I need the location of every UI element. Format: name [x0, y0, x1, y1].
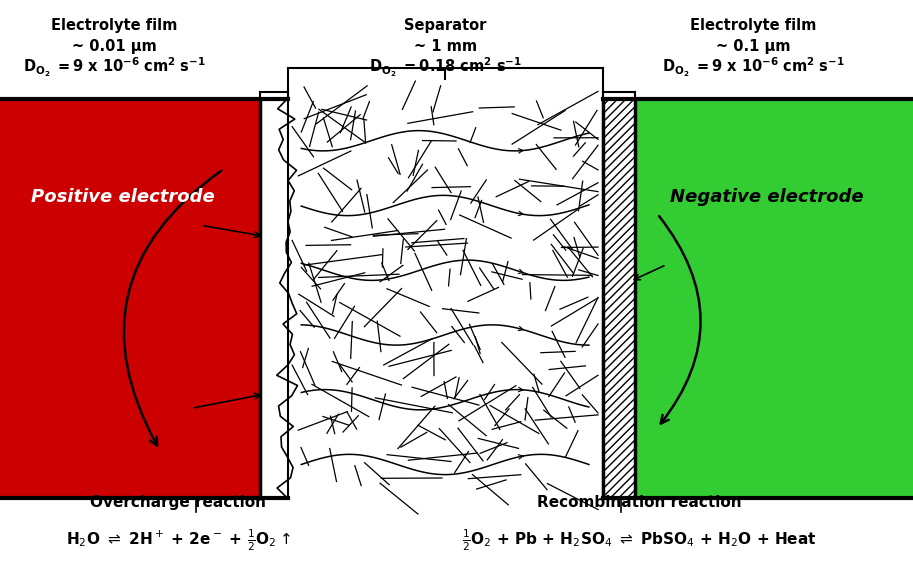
- Bar: [635, 99, 913, 498]
- FancyArrowPatch shape: [124, 171, 222, 445]
- Text: Separator: Separator: [404, 18, 487, 33]
- Text: Negative electrode: Negative electrode: [670, 188, 864, 206]
- Bar: [288, 99, 603, 498]
- Bar: [0, 99, 260, 498]
- Text: $\mathbf{D_{O_2}}$ $\mathbf{= 0.18\ cm^2\ s^{-1}}$: $\mathbf{D_{O_2}}$ $\mathbf{= 0.18\ cm^2…: [369, 56, 522, 79]
- Text: $\mathbf{D_{O_2}}$ $\mathbf{= 9\ x\ 10^{-6}\ cm^2\ s^{-1}}$: $\mathbf{D_{O_2}}$ $\mathbf{= 9\ x\ 10^{…: [23, 56, 205, 79]
- Text: H$_2$O $\rightleftharpoons$ 2H$^+$ + 2e$^-$ + $\frac{1}{2}$O$_2$$\uparrow$: H$_2$O $\rightleftharpoons$ 2H$^+$ + 2e$…: [66, 528, 290, 553]
- Text: Electrolyte film: Electrolyte film: [51, 18, 177, 33]
- Text: ~ 0.1 μm: ~ 0.1 μm: [716, 39, 791, 53]
- Text: Recombination reaction: Recombination reaction: [537, 494, 741, 510]
- Bar: [603, 99, 635, 498]
- FancyArrowPatch shape: [659, 216, 700, 423]
- Text: Positive electrode: Positive electrode: [31, 188, 215, 206]
- Text: $\mathbf{D_{O_2}}$ $\mathbf{= 9\ x\ 10^{-6}\ cm^2\ s^{-1}}$: $\mathbf{D_{O_2}}$ $\mathbf{= 9\ x\ 10^{…: [662, 56, 845, 79]
- Text: Electrolyte film: Electrolyte film: [690, 18, 816, 33]
- Text: $\frac{1}{2}$O$_2$ + Pb + H$_2$SO$_4$ $\rightleftharpoons$ PbSO$_4$ + H$_2$O + H: $\frac{1}{2}$O$_2$ + Pb + H$_2$SO$_4$ $\…: [462, 528, 816, 553]
- Text: ~ 0.01 μm: ~ 0.01 μm: [72, 39, 156, 53]
- Bar: [260, 99, 288, 498]
- Text: ~ 1 mm: ~ 1 mm: [414, 39, 477, 53]
- Text: Overcharge reaction: Overcharge reaction: [90, 494, 266, 510]
